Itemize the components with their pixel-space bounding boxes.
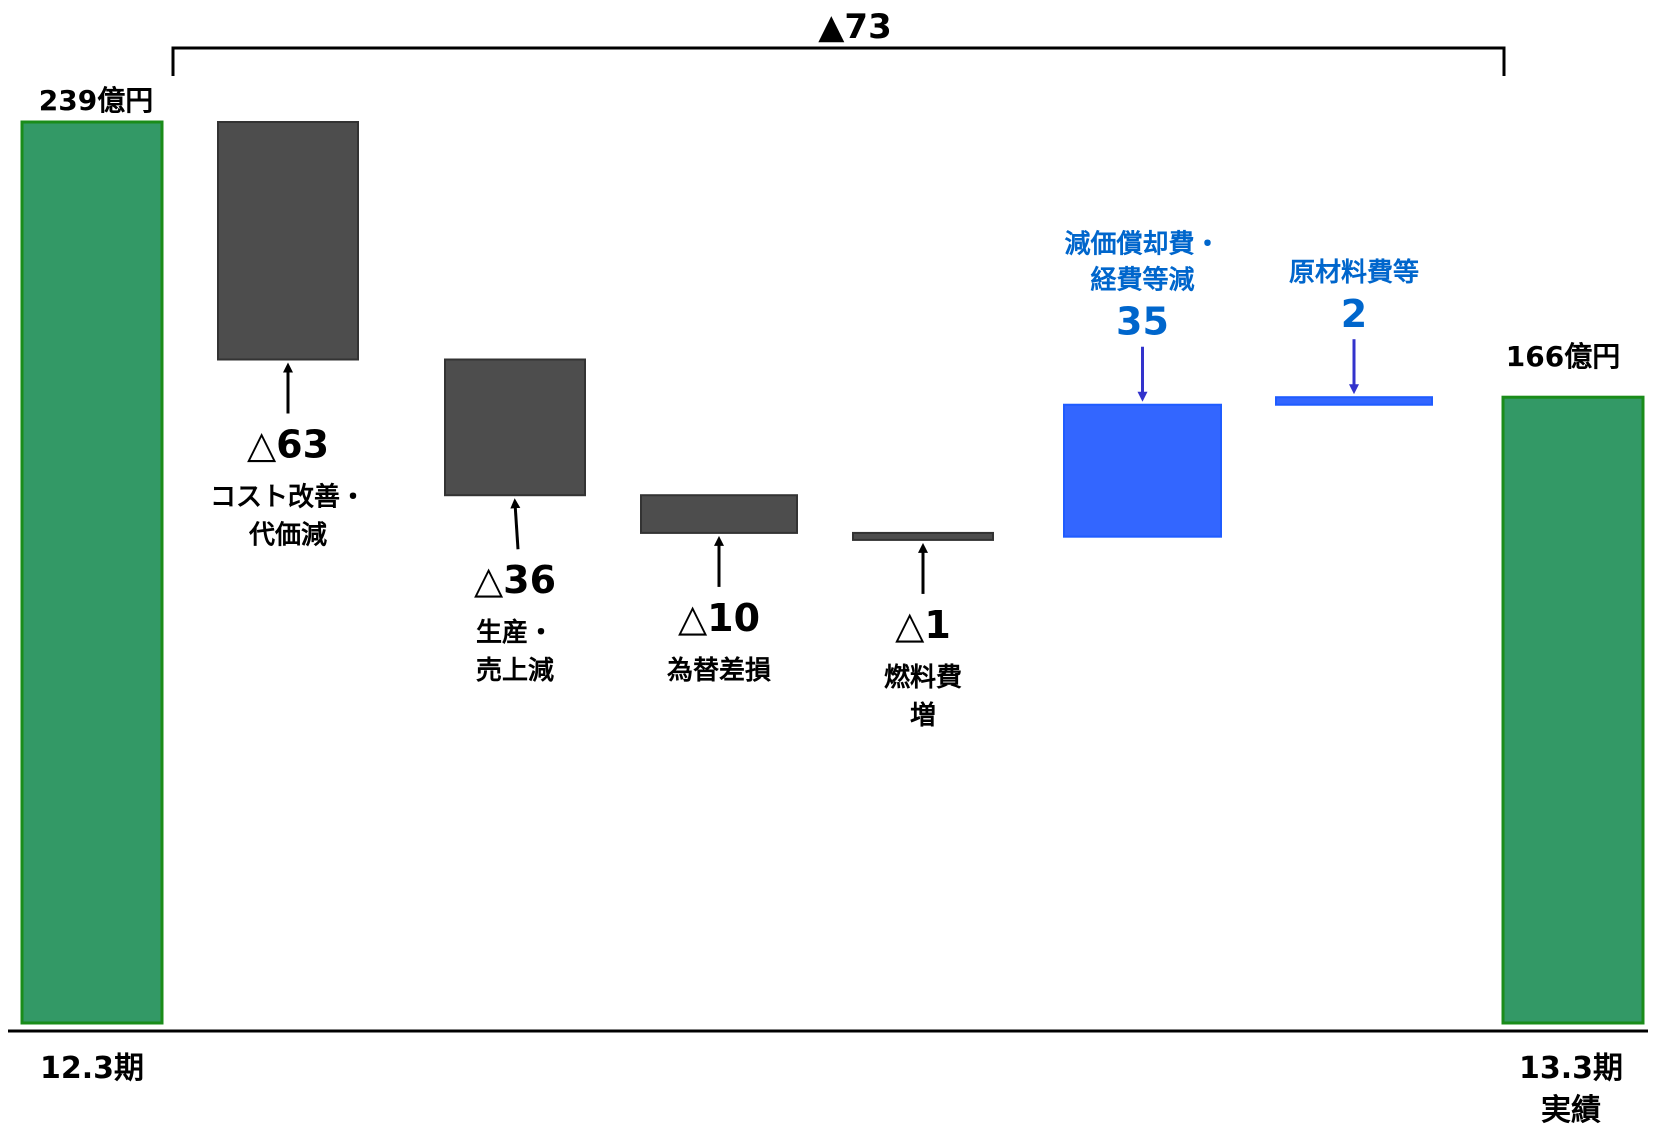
- bar-step-2: [444, 358, 586, 497]
- bar-step-5: [1063, 403, 1222, 538]
- bar-step-3: [640, 494, 798, 534]
- category-label-end: 13.3期: [1519, 1051, 1623, 1086]
- value-label-start: 239億円: [39, 84, 153, 117]
- category-label-step-2: 売上減: [476, 656, 554, 686]
- category-label-step-1: 代価減: [248, 521, 327, 551]
- value-label-step-6: 2: [1341, 292, 1367, 336]
- total-change-bracket: [171, 46, 1506, 76]
- category-label-step-1: コスト改善・: [210, 482, 366, 513]
- value-label-step-2: △36: [474, 558, 556, 602]
- bar-step-1: [217, 121, 359, 361]
- category-label-step-4: 増: [910, 701, 936, 731]
- category-label-step-5: 経費等減: [1090, 265, 1194, 296]
- bar-step-6: [1275, 396, 1433, 406]
- bars-layer: [20, 120, 1645, 1025]
- bar-end-total: [1501, 395, 1645, 1025]
- category-label-step-4: 燃料費: [884, 663, 962, 693]
- bar-step-4: [852, 531, 994, 541]
- arrow-step-2: [510, 498, 521, 550]
- category-label-step-3: 為替差損: [667, 655, 771, 686]
- category-label-end: 実績: [1541, 1093, 1601, 1128]
- value-label-step-3: △10: [678, 596, 760, 640]
- value-label-step-1: △63: [247, 423, 329, 467]
- value-label-end: 166億円: [1506, 340, 1620, 373]
- annotations-layer: [8, 46, 1648, 1033]
- value-label-step-5: 35: [1116, 300, 1169, 344]
- category-label-step-5: 減価償却費・: [1064, 230, 1220, 260]
- total-change-label: ▲73: [818, 7, 891, 47]
- category-label-step-6: 原材料費等: [1289, 257, 1419, 288]
- bar-start-total: [20, 120, 164, 1025]
- value-label-step-4: △1: [895, 603, 951, 647]
- category-label-step-2: 生産・: [476, 617, 554, 648]
- category-label-start: 12.3期: [40, 1051, 144, 1086]
